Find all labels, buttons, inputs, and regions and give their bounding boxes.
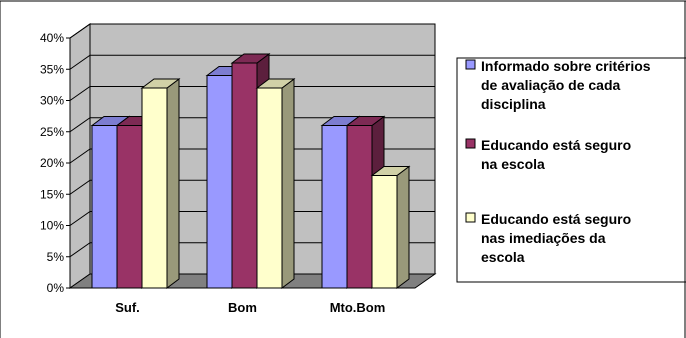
legend-swatch-1 (465, 138, 476, 149)
gridline (69, 179, 435, 195)
legend-swatch-2 (465, 212, 476, 223)
y-tick-label: 15% (40, 187, 64, 201)
gridline (69, 54, 435, 70)
bar-1-1 (231, 62, 258, 289)
bar-0-2-side (166, 78, 180, 289)
bar-1-0 (206, 75, 233, 289)
gridline (69, 86, 435, 101)
bar-0-2-top (140, 78, 181, 89)
bar-2-1 (346, 125, 373, 289)
bar-2-0 (321, 125, 348, 289)
legend-label: Educando está seguro (481, 137, 631, 153)
bar-2-2-top (370, 166, 411, 176)
y-tick-label: 20% (40, 156, 64, 170)
legend-label: Informado sobre critérios (481, 58, 651, 74)
legend-label: de avaliação de cada (481, 77, 621, 93)
y-tick-label: 25% (40, 125, 64, 139)
bar-1-2 (256, 87, 283, 289)
gridline (69, 117, 435, 133)
legend-label: Educando está seguro (481, 211, 631, 227)
gridline (69, 23, 435, 39)
bar-2-2-side (396, 165, 410, 289)
legend-box (456, 57, 686, 283)
legend-label: nas imediações da (481, 230, 606, 246)
x-tick-label: Mto.Bom (330, 300, 386, 315)
legend-swatch-0 (465, 59, 476, 70)
x-tick-label: Bom (228, 300, 257, 315)
legend-label: disciplina (481, 96, 546, 112)
bar-0-1 (116, 125, 143, 289)
bar-0-2 (141, 87, 168, 289)
bar-2-1-top (345, 116, 386, 126)
y-tick-label: 40% (40, 31, 64, 45)
legend-label: na escola (481, 156, 545, 172)
bar-1-2-top (255, 78, 296, 89)
y-tick-label: 0% (47, 281, 65, 295)
legend: Informado sobre critérios de avaliação de… (456, 57, 686, 283)
y-tick-label: 30% (40, 94, 64, 108)
bar-0-0 (91, 125, 118, 289)
gridline (69, 148, 435, 164)
bar-1-1-top (230, 53, 271, 64)
y-tick-label: 10% (40, 219, 64, 233)
plot-area: 0% 5% 10% 15% 20% 25% 30% 35% 40% Suf. Bom Mto.Bom (40, 23, 437, 315)
y-tick-label: 5% (47, 250, 65, 264)
gridline (69, 242, 435, 258)
y-tick-label: 35% (40, 62, 64, 76)
gridline (69, 211, 435, 226)
legend-label: escola (481, 249, 525, 265)
bar-1-2-side (281, 78, 295, 289)
bar-2-2 (371, 175, 398, 289)
x-tick-label: Suf. (115, 300, 140, 315)
